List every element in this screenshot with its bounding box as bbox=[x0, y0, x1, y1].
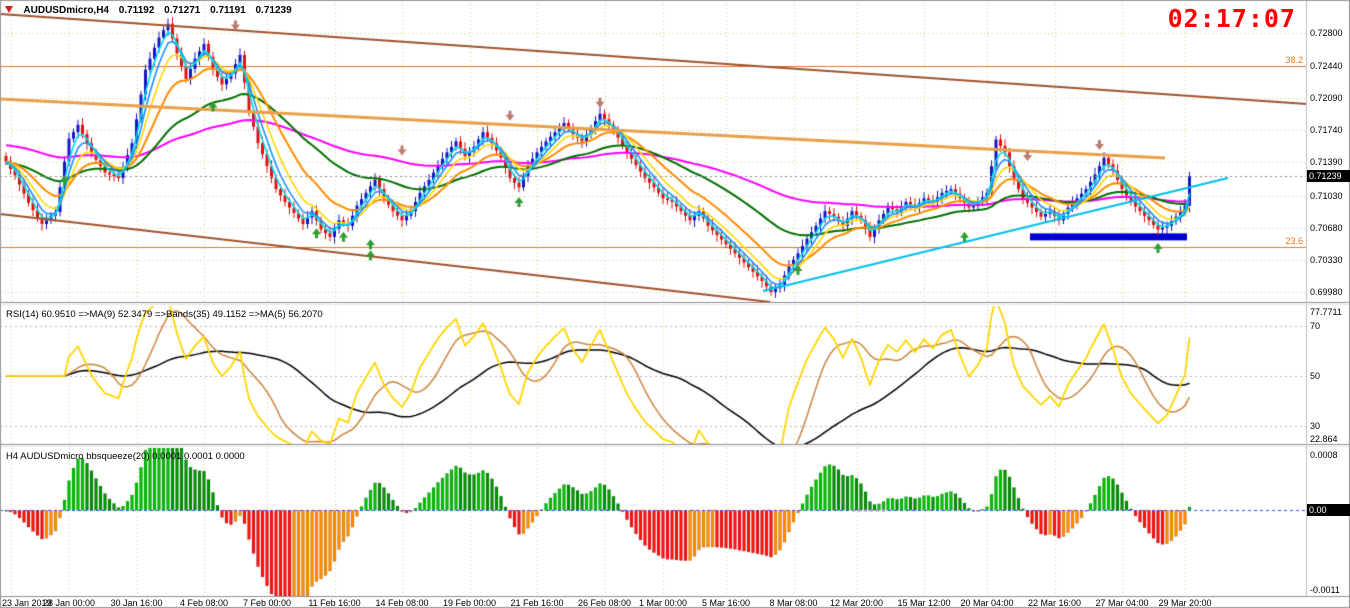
time-axis-label: 30 Jan 16:00 bbox=[110, 598, 163, 608]
time-axis-label: 28 Jan 00:00 bbox=[42, 598, 96, 608]
time-axis-label: 27 Mar 04:00 bbox=[1095, 598, 1149, 608]
time-axis-label: 19 Feb 00:00 bbox=[442, 598, 497, 608]
time-axis-label: 7 Feb 00:00 bbox=[242, 598, 292, 608]
price-axis-tick: 0.70680 bbox=[1310, 222, 1343, 233]
price-axis-tick: 0.72800 bbox=[1310, 27, 1343, 38]
time-axis-label: 5 Mar 16:00 bbox=[701, 598, 751, 608]
squeeze-axis-tick: -0.0011 bbox=[1310, 585, 1340, 595]
chart-title: AUDUSDmicro,H4 0.71192 0.71271 0.71191 0… bbox=[5, 4, 299, 16]
time-axis-label: 26 Feb 08:00 bbox=[577, 598, 632, 608]
price-axis-tick: 0.70330 bbox=[1310, 254, 1343, 265]
time-axis-label: 22 Mar 16:00 bbox=[1027, 598, 1082, 608]
time-axis-label: 8 Mar 08:00 bbox=[769, 598, 818, 608]
price-axis-tick: 0.71740 bbox=[1310, 125, 1343, 136]
current-price-box: 0.71239 bbox=[1307, 170, 1350, 182]
price-axis-tick: 0.72090 bbox=[1310, 93, 1343, 104]
rsi-axis-tick: 30 bbox=[1310, 421, 1321, 432]
rsi-axis-tick: 70 bbox=[1310, 320, 1321, 331]
time-axis-label: 12 Mar 20:00 bbox=[829, 598, 884, 608]
ohlc-high: 0.71271 bbox=[164, 5, 201, 16]
squeeze-zero-box: 0.00 bbox=[1307, 504, 1350, 516]
price-axis-tick: 0.71030 bbox=[1310, 190, 1343, 201]
squeeze-indicator-label: H4 AUDUSDmicro bbsqueeze(20) 0.0001 0.00… bbox=[6, 451, 245, 462]
time-axis-label: 15 Mar 12:00 bbox=[897, 598, 951, 608]
time-axis-label: 1 Mar 00:00 bbox=[638, 598, 688, 608]
clock-display: 02:17:07 bbox=[1167, 4, 1296, 33]
time-axis-label: 14 Feb 08:00 bbox=[375, 598, 429, 608]
ohlc-close: 0.71239 bbox=[255, 5, 292, 16]
rsi-indicator-label: RSI(14) 60.9510 =>MA(9) 52.3479 =>Bands(… bbox=[6, 309, 323, 320]
ohlc-low: 0.71191 bbox=[210, 5, 246, 16]
chart-symbol-icon bbox=[5, 5, 14, 14]
fib-level-label: 38.2 bbox=[1285, 55, 1303, 66]
time-axis-label: 20 Mar 04:00 bbox=[960, 598, 1014, 608]
rsi-axis-tick: 50 bbox=[1310, 370, 1321, 381]
time-axis-label: 4 Feb 08:00 bbox=[179, 598, 229, 608]
rsi-axis-tick: 77.7711 bbox=[1310, 307, 1342, 317]
rsi-axis-tick: 22.864 bbox=[1310, 434, 1338, 444]
fib-level-label: 23.6 bbox=[1285, 235, 1303, 246]
ohlc-open: 0.71192 bbox=[118, 5, 155, 16]
time-axis-label: 21 Feb 16:00 bbox=[510, 598, 564, 608]
time-axis-label: 29 Mar 20:00 bbox=[1158, 598, 1212, 608]
symbol-period: AUDUSDmicro,H4 bbox=[23, 5, 109, 16]
price-axis-tick: 0.72440 bbox=[1310, 61, 1343, 72]
price-axis-tick: 0.69980 bbox=[1310, 286, 1343, 297]
squeeze-axis-tick: 0.0008 bbox=[1310, 450, 1338, 460]
price-axis-tick: 0.71390 bbox=[1310, 157, 1343, 168]
time-axis-label: 11 Feb 16:00 bbox=[308, 598, 361, 608]
time-axis-label: 23 Jan 2019 bbox=[2, 598, 52, 608]
